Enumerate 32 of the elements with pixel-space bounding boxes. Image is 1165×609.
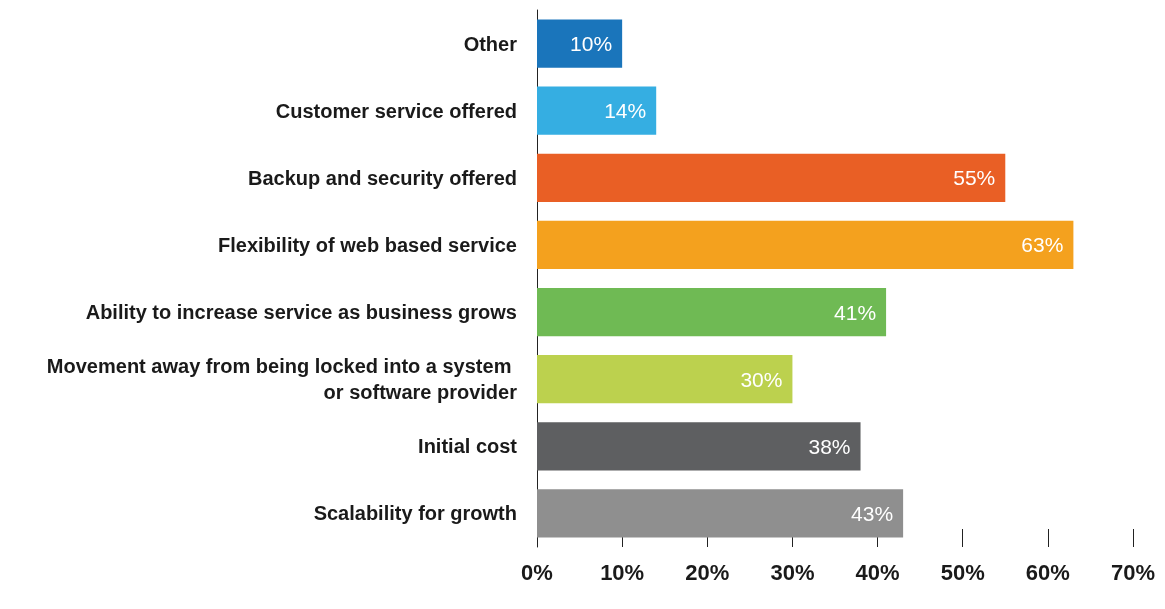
- bar: [537, 287, 887, 337]
- data-label: 41%: [834, 300, 877, 324]
- x-tick-label: 10%: [600, 559, 645, 585]
- data-label: 63%: [1021, 233, 1064, 257]
- y-tick-label: Ability to increase service as business grows: [85, 301, 517, 324]
- data-label: 10%: [570, 32, 613, 56]
- y-tick-label: Customer service offered: [275, 99, 517, 122]
- x-tick-label: 50%: [940, 559, 985, 585]
- bar: [537, 86, 657, 135]
- x-tick-label: 30%: [770, 559, 815, 585]
- bar: [537, 220, 1074, 270]
- y-tick-label: Scalability for growth: [313, 502, 517, 525]
- x-tick-label: 60%: [1025, 559, 1070, 585]
- bar: [537, 489, 904, 538]
- x-tick-label: 20%: [685, 559, 730, 585]
- y-tick-label: Movement away from being locked into a system or software provider: [46, 355, 518, 404]
- y-tick-label: Other: [463, 32, 518, 55]
- data-label: 14%: [604, 99, 647, 123]
- bar: [537, 422, 861, 471]
- data-label: 43%: [851, 501, 894, 525]
- bar: [537, 153, 1006, 202]
- x-tick-label: 40%: [855, 559, 900, 585]
- data-label: 38%: [808, 434, 851, 458]
- x-tick-label: 0%: [521, 559, 553, 585]
- data-label: 55%: [953, 166, 996, 190]
- y-tick-label: Backup and security offered: [248, 166, 517, 189]
- x-tick-label: 70%: [1110, 559, 1156, 585]
- bar: [537, 19, 623, 68]
- y-tick-label: Flexibility of web based service: [217, 233, 517, 256]
- bar: [537, 355, 793, 404]
- data-label: 30%: [740, 367, 783, 391]
- y-tick-label: Initial cost: [418, 435, 518, 458]
